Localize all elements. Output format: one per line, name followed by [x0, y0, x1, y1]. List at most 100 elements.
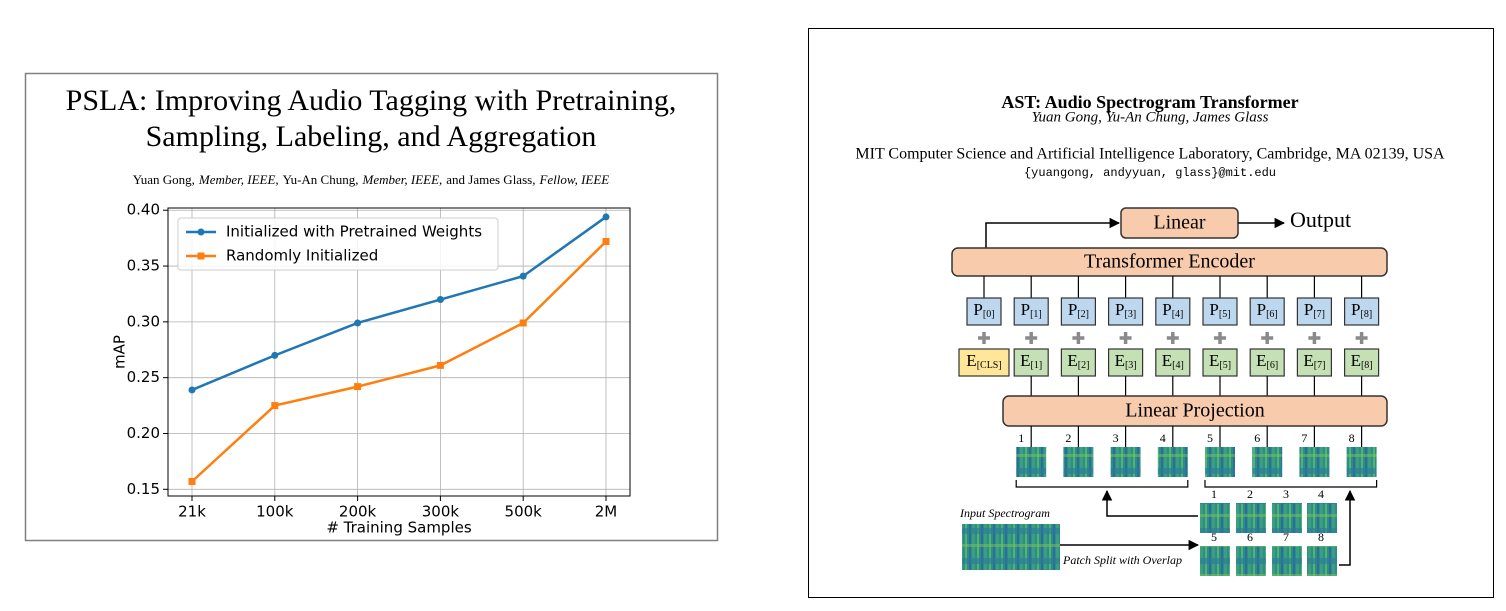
- y-tick-label: 0.40: [127, 201, 160, 219]
- patch: [1299, 447, 1330, 477]
- embedding-box: [1060, 348, 1097, 377]
- x-tick-label: 2M: [595, 503, 618, 521]
- position-box: [1013, 297, 1049, 326]
- data-point: [354, 319, 362, 327]
- embedding-base: E: [1067, 351, 1077, 370]
- position-box: [1155, 297, 1191, 326]
- patch-number: 1: [1018, 431, 1024, 445]
- position-label: P[3]: [1115, 300, 1136, 320]
- embedding-label: E[4]: [1162, 351, 1184, 371]
- y-tick-label: 0.30: [127, 312, 160, 330]
- patch-number: 4: [1160, 431, 1166, 445]
- embedding-label: E[3]: [1115, 351, 1137, 371]
- author-part: Member, IEEE,: [361, 172, 442, 187]
- position-base: P: [1304, 300, 1313, 319]
- plot-frame: [167, 207, 631, 497]
- author-part: Member, IEEE,: [198, 172, 279, 187]
- position-sub: [2]: [1077, 309, 1089, 320]
- position-base: P: [1021, 300, 1030, 319]
- embedding-sub: [CLS]: [977, 360, 1002, 371]
- series-line: [191, 240, 607, 483]
- patch: [1236, 503, 1266, 533]
- x-tick-label: 200k: [339, 503, 377, 521]
- embedding-sub: [1]: [1031, 360, 1043, 371]
- position-box: [1296, 297, 1333, 326]
- position-label: P[7]: [1304, 300, 1325, 320]
- data-point: [188, 477, 196, 485]
- x-tick-label: 21k: [178, 503, 206, 521]
- left-panel: [24, 72, 719, 542]
- patch: [1307, 503, 1337, 533]
- plus-sign: [1308, 332, 1321, 344]
- patch-number: 6: [1247, 530, 1253, 544]
- position-box: [1202, 297, 1238, 326]
- plus-sign: [1025, 332, 1038, 344]
- data-point: [602, 213, 610, 221]
- plus-sign: [1072, 332, 1085, 344]
- position-base: P: [1068, 300, 1077, 319]
- email: {yuangong, andyyuan, glass}@mit.edu: [1024, 166, 1276, 180]
- paper-title: PSLA: Improving Audio Tagging with Pretr…: [66, 84, 677, 117]
- position-base: P: [1209, 300, 1218, 319]
- patch: [1252, 447, 1283, 477]
- position-sub: [0]: [983, 309, 995, 320]
- legend-marker: [197, 228, 205, 236]
- position-sub: [5]: [1219, 309, 1231, 320]
- patch: [1346, 447, 1377, 477]
- patch: [1205, 447, 1235, 477]
- embedding-label: E[7]: [1303, 351, 1325, 371]
- patch-number: 3: [1113, 431, 1119, 445]
- patch-number: 5: [1211, 530, 1217, 544]
- patch: [1016, 447, 1047, 477]
- patch-number: 2: [1247, 487, 1253, 501]
- encoder-label: Transformer Encoder: [1084, 251, 1255, 273]
- position-sub: [6]: [1266, 309, 1278, 320]
- embedding-base: E: [1020, 351, 1030, 370]
- projection-box: [1002, 395, 1388, 427]
- paper-authors: Yuan Gong, Yu-An Chung, James Glass: [1032, 109, 1269, 125]
- embedding-sub: [5]: [1219, 360, 1231, 371]
- data-point: [354, 383, 362, 391]
- legend-box: [177, 217, 499, 271]
- patch-number: 8: [1318, 530, 1324, 544]
- embedding-base: E: [1256, 351, 1266, 370]
- embedding-sub: [8]: [1361, 360, 1373, 371]
- embedding-base: E: [1115, 351, 1125, 370]
- patch: [1236, 546, 1266, 576]
- position-label: P[8]: [1351, 300, 1372, 320]
- embedding-box: [1107, 348, 1144, 377]
- projection-label: Linear Projection: [1125, 400, 1264, 422]
- patch-number: 3: [1283, 487, 1289, 501]
- patch-number: 5: [1207, 431, 1213, 445]
- x-tick-label: 500k: [505, 503, 543, 521]
- author-part: Yu-An Chung,: [283, 172, 359, 187]
- legend-label: Initialized with Pretrained Weights: [226, 223, 482, 241]
- embedding-base: E: [1209, 351, 1219, 370]
- patch: [1307, 546, 1337, 576]
- affiliation: MIT Computer Science and Artificial Inte…: [855, 146, 1445, 163]
- position-label: P[6]: [1257, 300, 1278, 320]
- embedding-box: [1343, 348, 1380, 377]
- position-box: [1343, 297, 1380, 326]
- embedding-label: E[1]: [1020, 351, 1042, 371]
- embedding-label: E[2]: [1067, 351, 1089, 371]
- position-base: P: [973, 300, 982, 319]
- data-point: [188, 386, 196, 394]
- input-spectrogram: [962, 524, 1060, 570]
- position-label: P[5]: [1209, 300, 1230, 320]
- patch: [1272, 546, 1302, 576]
- embedding-label: E[8]: [1351, 351, 1373, 371]
- data-point: [519, 319, 527, 327]
- y-axis-label: mAP: [111, 335, 129, 369]
- position-sub: [4]: [1172, 309, 1184, 320]
- arrow: [985, 217, 1121, 248]
- plus-sign: [1355, 332, 1368, 344]
- data-point: [271, 351, 279, 359]
- patch-number: 8: [1349, 431, 1355, 445]
- author-part: Fellow, IEEE: [538, 172, 609, 187]
- y-tick-label: 0.35: [127, 257, 160, 275]
- patch-number: 7: [1283, 530, 1289, 544]
- data-point: [436, 296, 444, 304]
- data-point: [519, 272, 527, 280]
